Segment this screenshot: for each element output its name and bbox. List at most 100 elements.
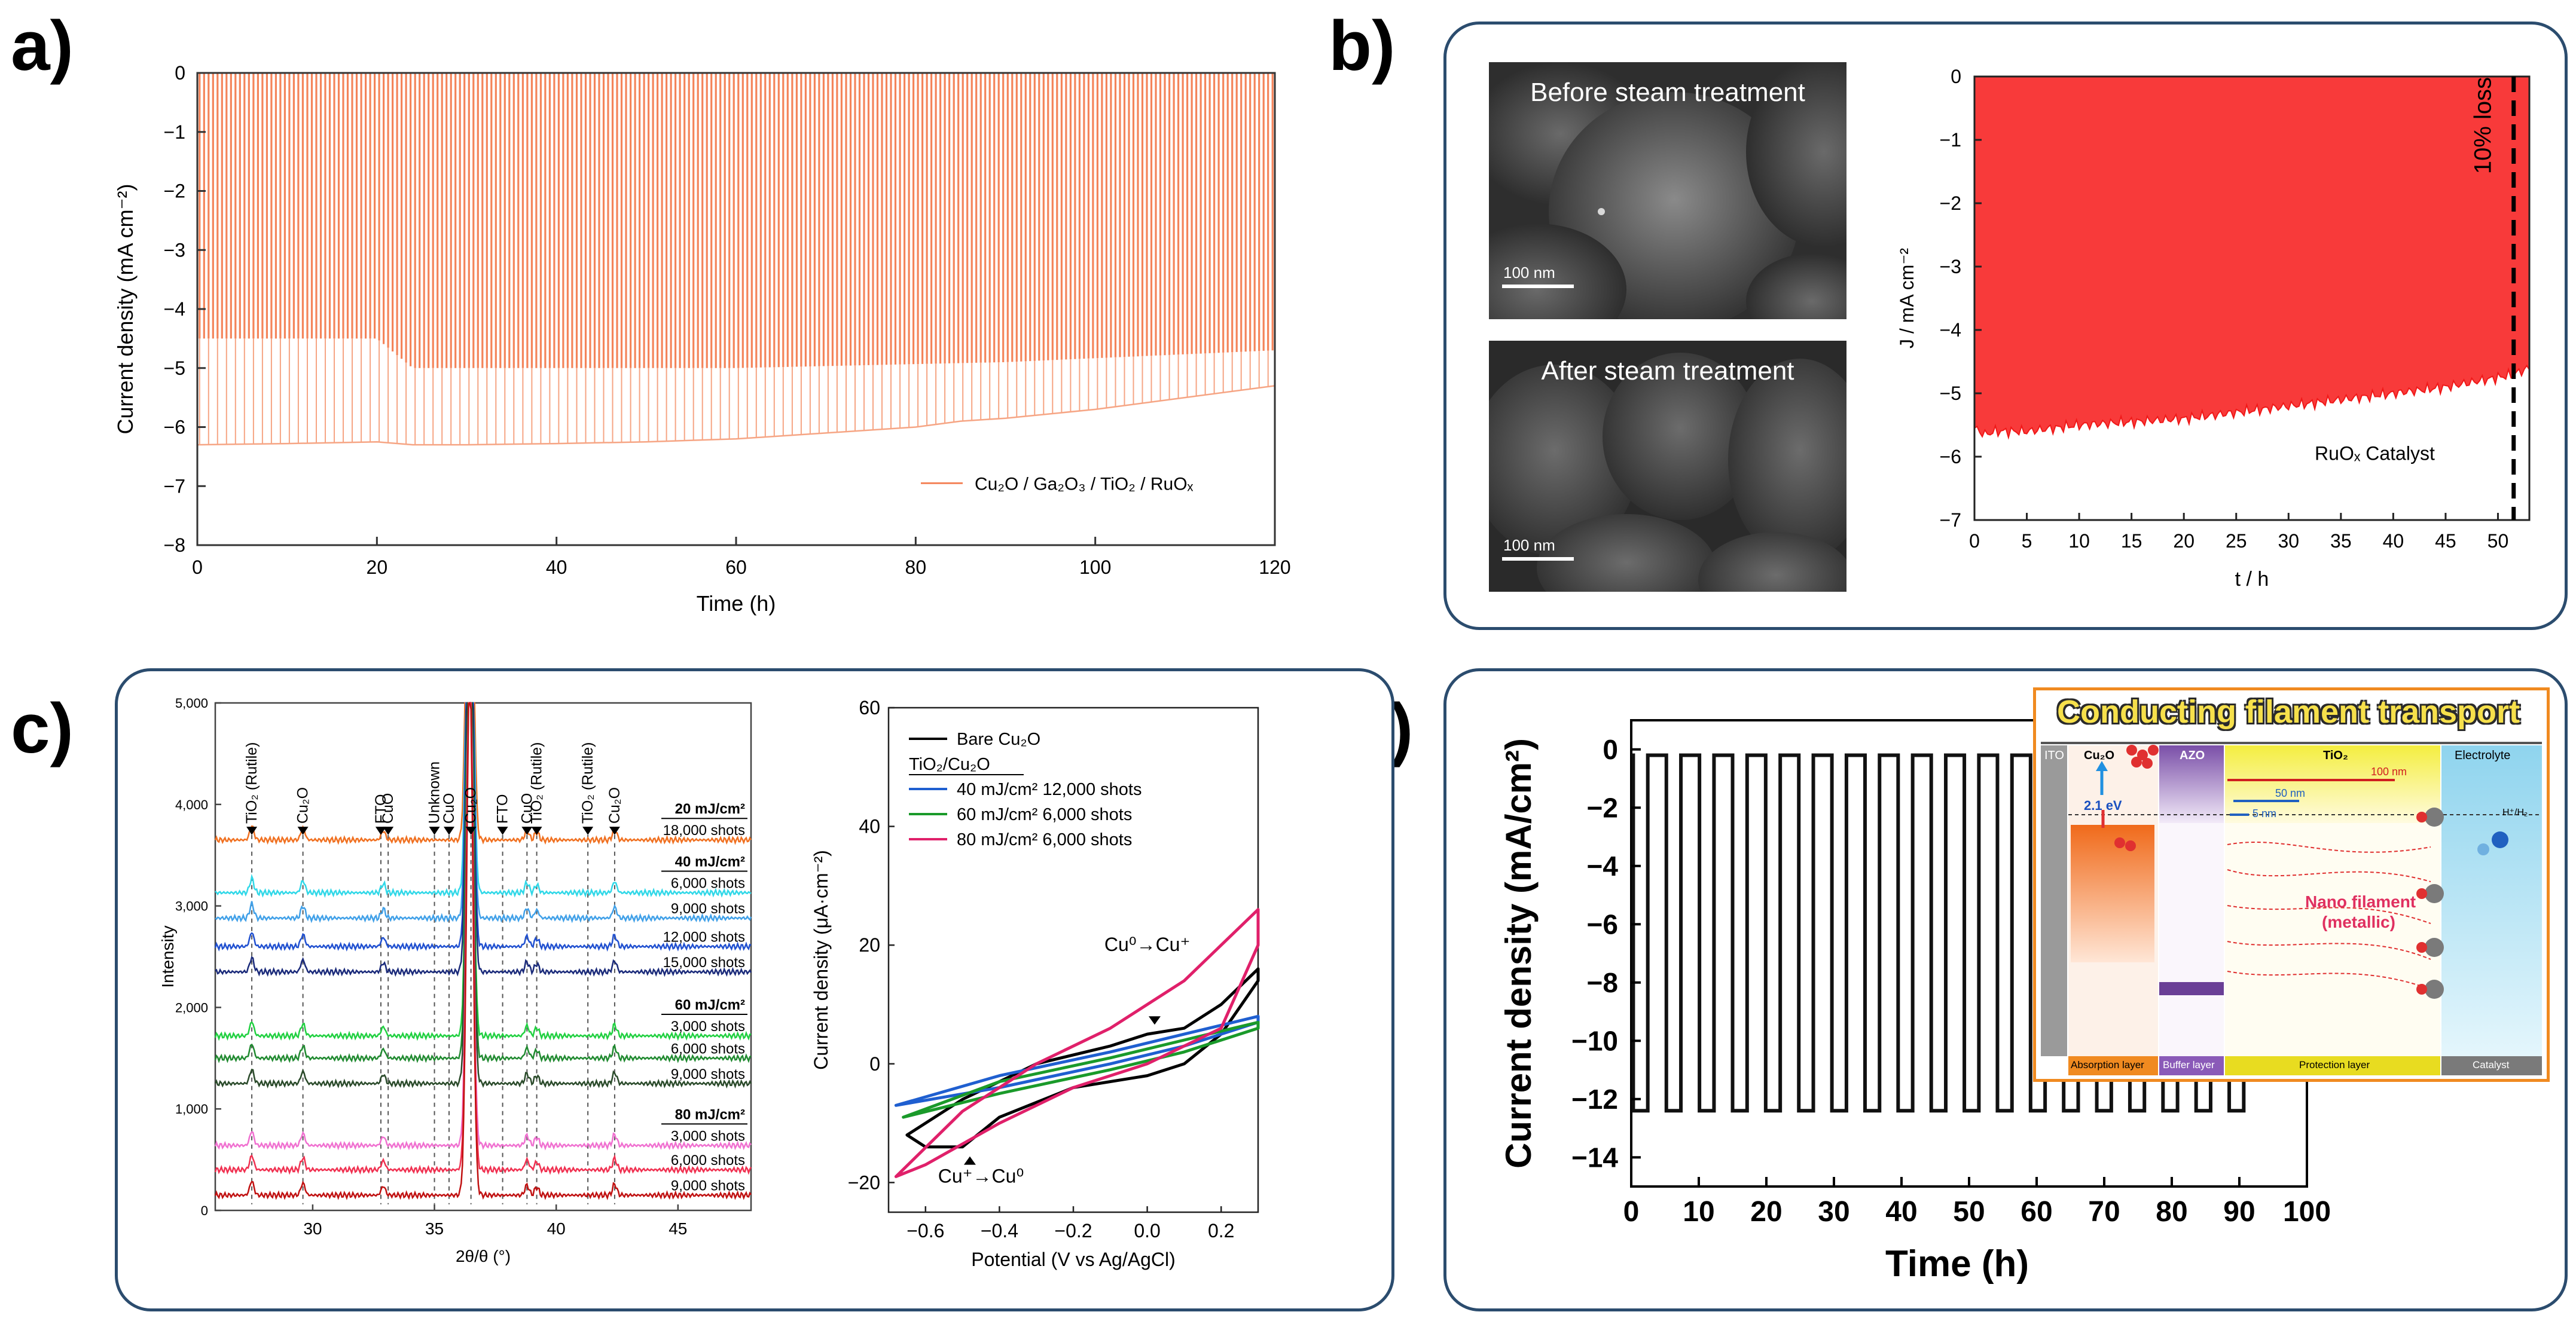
chart-a-envelope-line	[197, 385, 1275, 446]
chart-c-xrd-shots-label: 15,000 shots	[663, 955, 745, 971]
chart-c-cv-curve	[905, 967, 1260, 1149]
chart-c-xrd-peak-marker	[582, 827, 594, 835]
chart-a-xtick-label: 0	[192, 556, 203, 578]
chart-d-xtick-label: 50	[1953, 1196, 1985, 1228]
inset-label-100nm: 100 nm	[2371, 766, 2407, 778]
chart-c-xrd-trace	[214, 702, 752, 1151]
chart-b-ytick-label: −6	[1940, 446, 1961, 467]
chart-b-ytick-label: 0	[1951, 66, 1961, 87]
chart-d-xtick-label: 30	[1818, 1196, 1849, 1228]
chart-c-xrd-fluence-label: 40 mJ/cm²	[675, 854, 745, 870]
chart-c-xrd-xtick-label: 30	[303, 1219, 322, 1238]
chart-b-xtick-label: 20	[2173, 530, 2195, 552]
chart-c-cv-annotation: Cu⁺→Cu⁰	[938, 1165, 1024, 1186]
inset-label-cu2o: Cu₂O	[2084, 749, 2115, 762]
chart-c-xrd-peak-label: CuO	[518, 793, 535, 824]
chart-c-xrd-ytick-label: 0	[201, 1203, 208, 1218]
chart-a-ytick-label: −4	[164, 298, 185, 320]
sem-before-scale-bar	[1502, 285, 1574, 288]
inset-label-azo: AZO	[2180, 749, 2205, 762]
chart-c-xrd-trace	[214, 702, 752, 1063]
chart-a-xtick-label: 80	[905, 556, 927, 578]
chart-b-xtick-label: 0	[1969, 530, 1980, 552]
inset-label-50nm: 50 nm	[2275, 787, 2306, 799]
chart-c-xrd-peak-marker	[497, 827, 508, 835]
chart-a-xtick-label: 100	[1079, 556, 1111, 578]
chart-c-xrd-trace	[214, 702, 752, 1089]
chart-c-cv-legend-label: 40 mJ/cm² 12,000 shots	[957, 780, 1142, 799]
chart-c-xrd-trace	[215, 702, 752, 923]
sem-after-scale-label: 100 nm	[1503, 536, 1555, 554]
chart-b-xtick-label: 45	[2435, 530, 2456, 552]
sem-after-texture	[1489, 341, 1846, 592]
chart-b-xtick-label: 10	[2068, 530, 2090, 552]
sem-after-title: After steam treatment	[1541, 356, 1794, 386]
chart-a-ytick-label: −3	[164, 239, 185, 261]
chart-c-xrd-ytick-label: 2,000	[175, 1000, 208, 1015]
chart-b-current-area	[1974, 76, 2530, 440]
chart-c-xrd-peak-marker	[297, 827, 309, 835]
chart-a-xlabel: Time (h)	[697, 591, 776, 616]
chart-c-cv-arrow-red	[963, 1156, 976, 1165]
chart-a-ytick-label: −6	[164, 417, 185, 438]
chart-d-xtick-label: 100	[2283, 1196, 2331, 1228]
chart-b-xtick-label: 30	[2278, 530, 2299, 552]
chart-c-xrd-shots-label: 6,000 shots	[671, 1041, 745, 1057]
chart-b-xlabel: t / h	[2235, 568, 2269, 591]
sem-before-image: Before steam treatment 100 nm	[1489, 62, 1846, 319]
inset-label-electrolyte: Electrolyte	[2455, 749, 2511, 762]
chart-c-cv-xtick-label: −0.2	[1054, 1220, 1092, 1241]
chart-c-xrd-ytick-label: 5,000	[175, 696, 208, 711]
inset-label-redox: H⁺/H₂	[2502, 808, 2528, 818]
chart-a-ytick-label: −1	[164, 121, 185, 143]
chart-c-xrd: 18,000 shots 20 mJ/cm² 6,000 shots 9,000 sh…	[158, 696, 752, 1265]
sem-after-scale-bar	[1502, 557, 1574, 561]
chart-c-xrd-peak-label: CuO	[380, 793, 396, 824]
chart-c-cv-curve	[902, 1020, 1260, 1119]
chart-c-cv-xtick-label: 0.0	[1134, 1220, 1160, 1241]
chart-d-ytick-label: −2	[1587, 792, 1618, 823]
chart-c-xrd-peak-label: FTO	[373, 794, 389, 824]
chart-c-xrd-xtick-label: 35	[425, 1219, 444, 1238]
chart-c-xrd-ytick-label: 4,000	[175, 797, 208, 812]
chart-a-xtick-label: 20	[367, 556, 388, 578]
chart-c-cv-arrow-ox	[1148, 1016, 1161, 1025]
chart-d-xtick-label: 70	[2088, 1196, 2120, 1228]
chart-b: 10% loss RuOₓ Catalyst 0 5 10 15 20 25 30 35 40 45 5…	[1896, 66, 2531, 591]
chart-b-ytick-label: −5	[1940, 383, 1961, 404]
inset-label-tio2: TiO₂	[2323, 749, 2348, 762]
chart-c-cv-curve	[894, 908, 1260, 1178]
chart-a-ylabel: Current density (mA cm⁻²)	[113, 184, 138, 434]
chart-c-xrd-shots-label: 9,000 shots	[671, 901, 745, 917]
chart-d-ytick-label: 0	[1603, 734, 1618, 765]
chart-c-cv-legend-label: 80 mJ/cm² 6,000 shots	[957, 830, 1132, 849]
inset-label-filament1: Nano filament	[2305, 892, 2416, 911]
chart-b-ytick-label: −1	[1940, 129, 1961, 151]
chart-d-xtick-label: 10	[1683, 1196, 1714, 1228]
inset-label-5nm: 5 nm	[2253, 808, 2277, 819]
chart-c-cv-ytick-label: 60	[859, 697, 880, 718]
chart-c-cv-ytick-label: 40	[859, 816, 880, 837]
chart-c-xrd-peak-label: FTO	[495, 794, 511, 824]
inset-label-buffer: Buffer layer	[2163, 1059, 2215, 1071]
chart-c-xrd-peak-marker	[429, 827, 440, 835]
chart-d-xtick-label: 90	[2223, 1196, 2255, 1228]
chart-c-xrd-ytick-label: 1,000	[175, 1102, 208, 1117]
chart-c-xrd-peak-label: Unknown	[426, 762, 443, 824]
chart-d-xtick-label: 0	[1623, 1196, 1640, 1228]
chart-c-xrd-peak-label: TiO₂ (Rutile)	[529, 742, 545, 824]
chart-c-xrd-fluence-label: 20 mJ/cm²	[675, 801, 745, 817]
chart-c-xrd-xlabel: 2θ/θ (°)	[456, 1247, 511, 1265]
chart-c-xrd-ytick-label: 3,000	[175, 899, 208, 914]
chart-a-xtick-label: 40	[546, 556, 567, 578]
inset-label-gap: 2.1 eV	[2084, 798, 2122, 813]
sem-before-title: Before steam treatment	[1530, 78, 1805, 107]
chart-c-xrd-trace	[214, 702, 752, 952]
chart-c-xrd-peak-label: TiO₂ (Rutile)	[243, 742, 260, 824]
chart-b-catalyst-label: RuOₓ Catalyst	[2315, 442, 2435, 464]
chart-c-cv-legend-label: Bare Cu₂O	[957, 730, 1040, 749]
chart-d-xtick-label: 80	[2156, 1196, 2187, 1228]
chart-c-xrd-ylabel: Intensity	[158, 925, 177, 987]
chart-c-xrd-peak-marker	[383, 827, 394, 835]
inset-label-ito: ITO	[2044, 749, 2064, 762]
